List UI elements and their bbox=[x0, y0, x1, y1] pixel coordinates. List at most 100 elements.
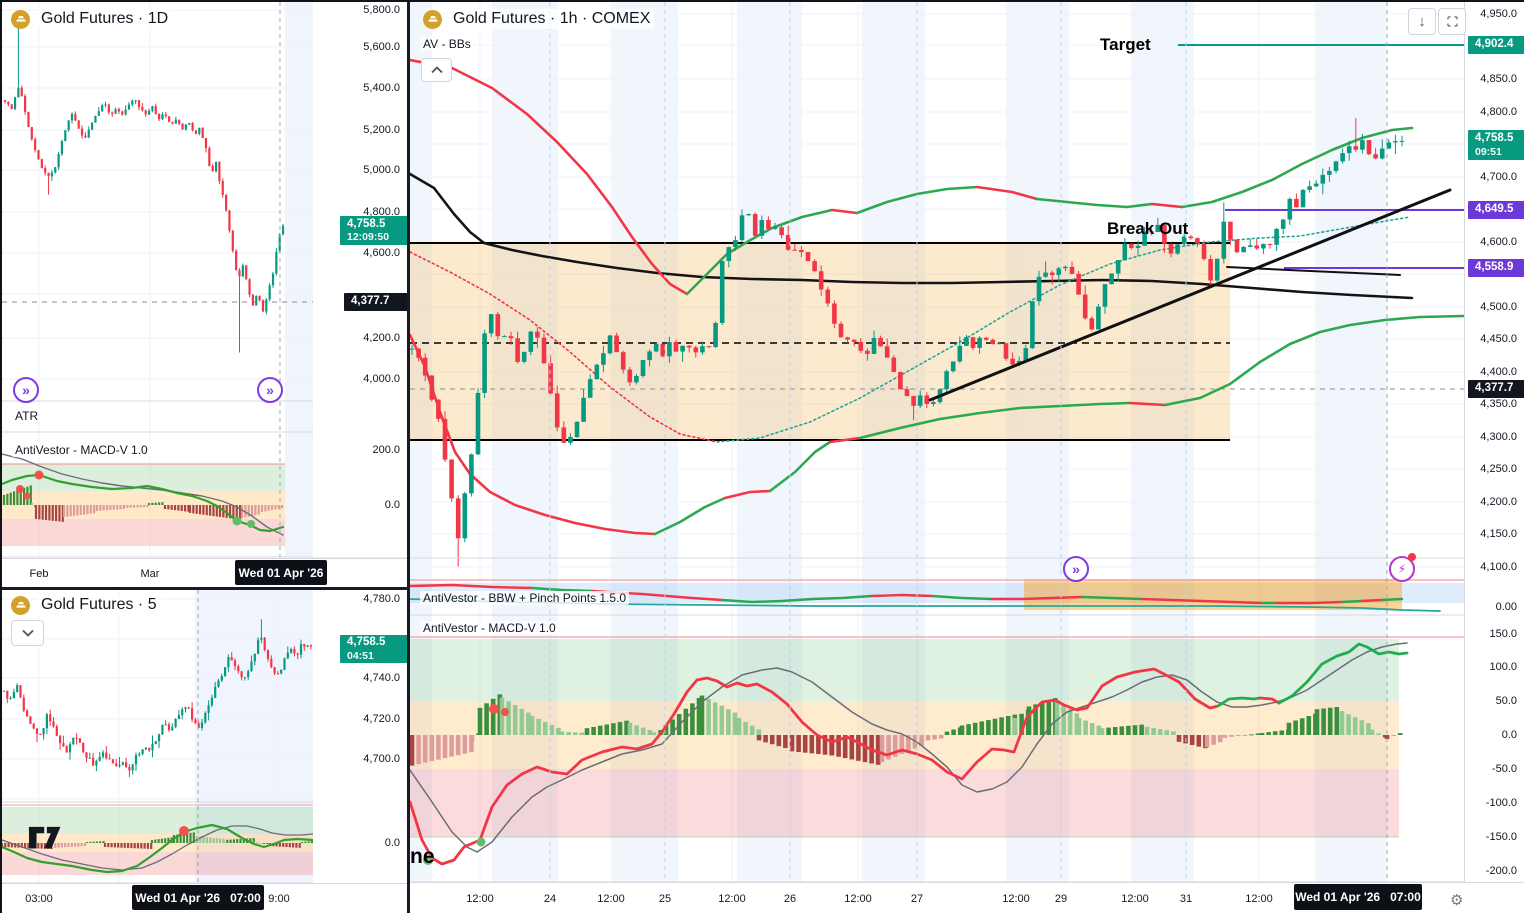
chevron-up-icon bbox=[430, 66, 443, 74]
time-tick: 9:00 bbox=[268, 893, 290, 905]
scroll-to-recent-button[interactable]: ↓ bbox=[1408, 8, 1436, 35]
clipped-text-fragment: ne bbox=[410, 845, 435, 868]
time-tick: 12:00 bbox=[597, 892, 625, 905]
daily-countdown: 12:09:50 bbox=[347, 231, 390, 244]
replay-glyph: » bbox=[266, 382, 274, 398]
gear-glyph: ⚙ bbox=[1450, 892, 1464, 909]
chart-panel-daily[interactable]: 5,800.0 5,600.0 5,400.0 5,200.0 5,000.0 4,800… bbox=[2, 2, 408, 588]
price-tick: -200.0 bbox=[1485, 865, 1517, 877]
price-tick: -100.0 bbox=[1485, 797, 1517, 809]
price-tick: 0.0 bbox=[384, 499, 400, 511]
notification-dot bbox=[1408, 553, 1416, 561]
daily-time-axis[interactable]: Feb Mar bbox=[2, 558, 408, 588]
price-tick: 4,400.0 bbox=[1480, 366, 1517, 378]
target-annotation[interactable]: Target bbox=[1100, 35, 1151, 54]
time-tick: Mar bbox=[140, 568, 160, 580]
m5-price-axis[interactable]: 4,780.0 4,740.0 4,720.0 4,700.0 0.0 bbox=[313, 590, 408, 883]
time-tick: 26 bbox=[783, 892, 797, 905]
replay-forward-icon[interactable]: » bbox=[13, 377, 39, 403]
chart-panel-5min[interactable]: 4,780.0 4,740.0 4,720.0 4,700.0 0.0 Gold Fut… bbox=[2, 590, 408, 913]
replay-forward-icon-2[interactable]: » bbox=[257, 377, 283, 403]
daily-chart-canvas[interactable] bbox=[2, 2, 408, 588]
time-tick: 31 bbox=[1179, 892, 1193, 905]
hourly-last-price: 4,758.5 bbox=[1475, 132, 1514, 145]
hourly-countdown: 09:51 bbox=[1475, 145, 1502, 158]
price-tick: 4,800.0 bbox=[1480, 106, 1517, 118]
time-tick: 03:00 bbox=[25, 893, 53, 905]
maximize-pane-button[interactable] bbox=[1438, 8, 1466, 35]
price-tick: 4,600.0 bbox=[363, 247, 400, 259]
time-tick: 25 bbox=[658, 892, 672, 905]
daily-level-tag: 4,377.7 bbox=[344, 293, 408, 311]
daily-price-axis[interactable]: 5,800.0 5,600.0 5,400.0 5,200.0 5,000.0 4,800… bbox=[313, 2, 408, 557]
hourly-chart-canvas[interactable] bbox=[410, 2, 1524, 913]
daily-last-price-tag: 4,758.5 12:09:50 bbox=[340, 216, 408, 245]
hourly-last-price-tag: 4,758.5 09:51 bbox=[1468, 130, 1524, 160]
daily-macd-indicator-label[interactable]: AntiVestor - MACD-V 1.0 bbox=[12, 443, 151, 457]
price-tick: 4,350.0 bbox=[1480, 398, 1517, 410]
price-tick: 0.0 bbox=[1501, 729, 1517, 741]
price-tick: 4,700.0 bbox=[1480, 171, 1517, 183]
atr-indicator-label[interactable]: ATR bbox=[12, 409, 42, 423]
time-tick: 12:00 bbox=[1245, 892, 1273, 905]
price-tick: 4,500.0 bbox=[1480, 301, 1517, 313]
daily-level-price: 4,377.7 bbox=[351, 295, 390, 308]
price-tick: 4,800.0 bbox=[363, 206, 400, 218]
replay-glyph: » bbox=[1072, 561, 1080, 577]
price-tick: 4,600.0 bbox=[1480, 236, 1517, 248]
m5-countdown: 04:51 bbox=[347, 649, 374, 662]
time-tick: 12:00 bbox=[718, 892, 746, 905]
price-tick: -50.0 bbox=[1491, 763, 1517, 775]
breakout-level-price: 4,649.5 bbox=[1475, 203, 1514, 216]
price-tick: 4,000.0 bbox=[363, 373, 400, 385]
price-tick: 4,200.0 bbox=[1480, 496, 1517, 508]
price-tick: 4,700.0 bbox=[363, 753, 400, 765]
down-arrow-icon: ↓ bbox=[1418, 13, 1426, 30]
chart-panel-hourly[interactable]: 4,950.0 4,850.0 4,800.0 4,700.0 4,600.0 4,500… bbox=[410, 2, 1524, 913]
chevron-down-icon bbox=[21, 629, 34, 637]
collapse-pane-button[interactable] bbox=[11, 620, 44, 646]
daily-chart-title[interactable]: Gold Futures · 1D bbox=[37, 9, 173, 29]
price-tick: 150.0 bbox=[1489, 628, 1517, 640]
time-tick: 12:00 bbox=[1121, 892, 1149, 905]
target-price: 4,902.4 bbox=[1475, 38, 1514, 51]
breakout-level-tag: 4,649.5 bbox=[1468, 201, 1524, 219]
price-tick: 50.0 bbox=[1495, 695, 1517, 707]
panel-separator-vertical[interactable] bbox=[407, 2, 410, 913]
gold-symbol-icon bbox=[11, 595, 30, 615]
price-tick: 4,950.0 bbox=[1480, 8, 1517, 20]
price-tick: 5,800.0 bbox=[363, 4, 400, 16]
target-price-tag: 4,902.4 bbox=[1468, 36, 1524, 54]
bbw-indicator-label[interactable]: AntiVestor - BBW + Pinch Points 1.5.0 bbox=[420, 591, 630, 605]
price-tick: 5,600.0 bbox=[363, 41, 400, 53]
hourly-macd-indicator-label[interactable]: AntiVestor - MACD-V 1.0 bbox=[420, 621, 559, 635]
gold-symbol-icon bbox=[423, 9, 442, 29]
expand-pane-button[interactable] bbox=[421, 58, 452, 82]
time-tick: 24 bbox=[543, 892, 557, 905]
price-tick: 0.0 bbox=[384, 837, 400, 849]
time-tick: 12:00 bbox=[466, 892, 494, 905]
maximize-icon bbox=[1446, 16, 1458, 27]
time-tick: 27 bbox=[910, 892, 924, 905]
axis-settings-gear-icon[interactable]: ⚙ bbox=[1450, 891, 1463, 909]
price-tick: 4,780.0 bbox=[363, 593, 400, 605]
price-tick: 4,250.0 bbox=[1480, 463, 1517, 475]
lightning-glyph: ⚡ bbox=[1397, 562, 1407, 576]
price-tick: 5,400.0 bbox=[363, 82, 400, 94]
marked-level-tag: 4,377.7 bbox=[1468, 380, 1524, 398]
breakout-annotation[interactable]: Break Out bbox=[1107, 219, 1189, 238]
m5-last-price-tag: 4,758.5 04:51 bbox=[340, 635, 408, 663]
hourly-chart-title[interactable]: Gold Futures · 1h · COMEX bbox=[449, 9, 655, 29]
time-tick: 12:00 bbox=[844, 892, 872, 905]
price-tick: 5,000.0 bbox=[363, 164, 400, 176]
price-tick: 4,200.0 bbox=[363, 332, 400, 344]
m5-chart-title[interactable]: Gold Futures · 5 bbox=[37, 595, 161, 615]
bbs-overlay-label[interactable]: AV - BBs bbox=[420, 37, 474, 51]
time-tick: 12:00 bbox=[1002, 892, 1030, 905]
time-tick: Feb bbox=[29, 568, 49, 580]
tradingview-logo[interactable] bbox=[28, 826, 66, 857]
replay-forward-icon-main[interactable]: » bbox=[1063, 556, 1089, 582]
panel-separator-horizontal[interactable] bbox=[2, 587, 408, 590]
price-tick: 200.0 bbox=[372, 444, 400, 456]
alert-lightning-icon[interactable]: ⚡ bbox=[1389, 556, 1415, 582]
